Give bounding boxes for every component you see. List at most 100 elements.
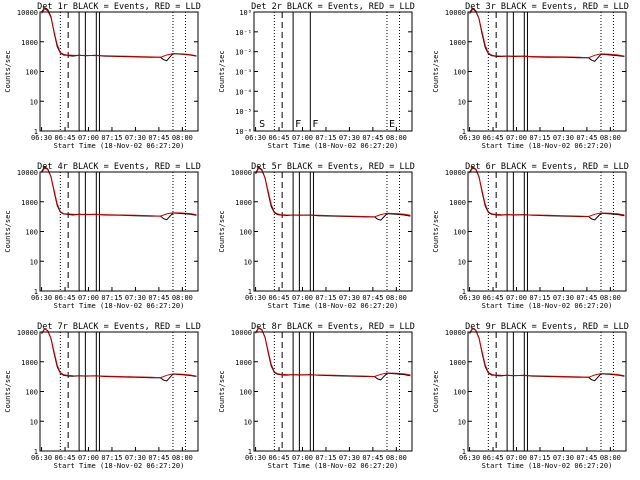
x-tick-label: 07:00 [78,454,99,462]
y-tick-label: 10000 [17,9,38,17]
x-tick-label: 07:45 [362,454,383,462]
panel-det-9r: Det 9r BLACK = Events, RED = LLD 1 10 100 10… [432,322,629,470]
y-tick-label: 10 [30,98,38,106]
x-tick-label: 07:30 [553,294,574,302]
panel-title: Det 1r BLACK = Events, RED = LLD [37,2,201,12]
y-tick-label: 1000 [21,359,38,367]
y-tick-label: 10 [30,258,38,266]
y-tick-label: 1000 [21,39,38,47]
x-tick-label: 06:30 [459,454,480,462]
x-tick-label: 07:30 [339,294,360,302]
x-tick-label: 07:00 [78,134,99,142]
segment-marker-label: S [259,119,265,130]
x-tick-label: 07:15 [315,294,336,302]
x-axis-label: Start Time (18-Nov-02 06:27:20) [268,142,399,150]
y-tick-label: 10000 [231,329,252,337]
y-tick-label: 10 [244,418,252,426]
y-tick-label: 1000 [235,359,252,367]
x-tick-label: 06:45 [268,454,289,462]
x-tick-label: 06:45 [54,294,75,302]
y-tick-label: 1000 [235,199,252,207]
y-tick-label: 1 [248,448,252,456]
x-tick-label: 07:30 [125,134,146,142]
x-tick-label: 07:00 [506,454,527,462]
panel-det-6r: Det 6r BLACK = Events, RED = LLD 1 10 100 10… [432,162,629,310]
x-tick-label: 06:45 [482,294,503,302]
y-tick-label: 10 [458,98,466,106]
y-tick-label: 1 [34,448,38,456]
x-axis-label: Start Time (18-Nov-02 06:27:20) [54,302,185,310]
y-axis-label: Counts/sec [218,210,226,252]
y-axis-label: Counts/sec [432,370,440,412]
x-tick-label: 07:30 [339,134,360,142]
x-axis-label: Start Time (18-Nov-02 06:27:20) [482,142,613,150]
x-tick-label: 06:45 [482,454,503,462]
x-tick-label: 07:00 [292,294,313,302]
x-tick-label: 08:00 [600,294,621,302]
x-tick-label: 07:00 [292,454,313,462]
panel-det-4r: Det 4r BLACK = Events, RED = LLD 1 10 100 10… [4,162,201,310]
x-tick-label: 08:00 [172,134,193,142]
x-tick-label: 07:15 [529,134,550,142]
y-tick-label: 10⁻⁴ [235,88,252,96]
x-tick-label: 07:45 [576,454,597,462]
x-tick-label: 07:45 [148,134,169,142]
y-axis-label: Counts/sec [218,50,226,92]
x-tick-label: 07:00 [506,294,527,302]
y-tick-label: 100 [453,229,466,237]
panel-title: Det 2r BLACK = Events, RED = LLD [251,2,415,12]
x-tick-label: 06:45 [482,134,503,142]
segment-marker-label: E [389,119,395,130]
x-tick-label: 07:30 [339,454,360,462]
x-tick-label: 07:15 [315,454,336,462]
x-tick-label: 06:30 [31,134,52,142]
panel-title: Det 3r BLACK = Events, RED = LLD [465,2,629,12]
x-axis-label: Start Time (18-Nov-02 06:27:20) [482,302,613,310]
y-tick-label: 10000 [231,169,252,177]
y-tick-label: 10⁻⁵ [235,108,252,116]
y-tick-label: 10 [244,258,252,266]
x-tick-label: 08:00 [386,134,407,142]
y-tick-label: 1 [462,448,466,456]
x-tick-label: 07:15 [315,134,336,142]
y-tick-label: 10⁻² [235,49,252,57]
y-axis-label: Counts/sec [4,370,12,412]
x-tick-label: 06:45 [54,454,75,462]
y-tick-label: 100 [25,229,38,237]
panel-det-1r: Det 1r BLACK = Events, RED = LLD 1 10 100 10… [4,2,201,150]
x-tick-label: 07:00 [78,294,99,302]
x-tick-label: 06:30 [31,454,52,462]
y-tick-label: 10000 [17,329,38,337]
y-axis-label: Counts/sec [4,50,12,92]
x-tick-label: 07:15 [101,454,122,462]
y-tick-label: 10000 [445,329,466,337]
panel-title: Det 6r BLACK = Events, RED = LLD [465,162,629,172]
y-tick-label: 1000 [21,199,38,207]
x-tick-label: 08:00 [600,454,621,462]
y-tick-label: 1 [34,288,38,296]
y-axis-label: Counts/sec [218,370,226,412]
x-tick-label: 07:15 [101,294,122,302]
segment-marker-label: F [295,119,301,130]
y-tick-label: 10⁰ [239,9,252,17]
panel-title: Det 8r BLACK = Events, RED = LLD [251,322,415,332]
x-tick-label: 08:00 [172,454,193,462]
y-tick-label: 10 [30,418,38,426]
x-tick-label: 07:00 [506,134,527,142]
panel-det-7r: Det 7r BLACK = Events, RED = LLD 1 10 100 10… [4,322,201,470]
y-tick-label: 100 [239,229,252,237]
y-tick-label: 1000 [449,39,466,47]
y-tick-label: 10 [458,258,466,266]
y-tick-label: 100 [25,389,38,397]
x-tick-label: 07:45 [148,294,169,302]
panel-title: Det 9r BLACK = Events, RED = LLD [465,322,629,332]
panel-det-5r: Det 5r BLACK = Events, RED = LLD 1 10 100 10… [218,162,415,310]
y-tick-label: 10000 [17,169,38,177]
x-tick-label: 07:45 [362,134,383,142]
x-axis-label: Start Time (18-Nov-02 06:27:20) [482,462,613,470]
panel-title: Det 5r BLACK = Events, RED = LLD [251,162,415,172]
x-tick-label: 08:00 [172,294,193,302]
lld-series-line [255,327,411,378]
